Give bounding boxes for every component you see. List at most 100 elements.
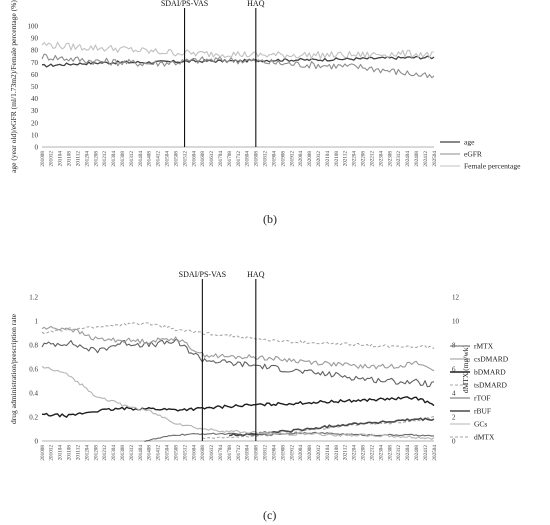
y-axis-label: age (year old)/eGFR (ml/1.73m2)/Female p… [9, 0, 18, 173]
x-tick-label: 201408 [147, 445, 153, 461]
y-tick-label: 0 [35, 144, 39, 152]
reference-line-label: SDAI/PS-VAS [179, 270, 226, 279]
series-line-csdmard [41, 325, 435, 372]
x-tick-label: 201308 [120, 151, 126, 167]
x-tick-label: 201704 [218, 445, 224, 461]
legend-entry: age [464, 138, 475, 147]
x-tick-label: 201204 [84, 151, 90, 167]
x-tick-label: 201708 [227, 445, 233, 461]
legend-entry: tsDMARD [474, 381, 508, 390]
x-tick-label: 201104 [58, 445, 64, 461]
x-tick-label: 201312 [129, 445, 135, 461]
x-tick-label: 201712 [236, 445, 242, 461]
y-tick-label: 100 [28, 23, 39, 31]
legend-entry: bDMARD [474, 368, 506, 377]
y-tick-label: 1.2 [29, 294, 38, 302]
series-line-rtof [144, 431, 435, 443]
x-tick-label: 201012 [49, 151, 55, 167]
x-tick-label: 201112 [75, 445, 81, 461]
x-tick-label: 201908 [280, 445, 286, 461]
x-tick-label: 201008 [40, 151, 46, 167]
x-tick-label: 201604 [191, 445, 197, 461]
x-tick-label: 201204 [84, 445, 90, 461]
x-tick-label: 202504 [432, 151, 438, 167]
x-tick-label: 201404 [138, 445, 144, 461]
x-tick-label: 202308 [387, 151, 393, 167]
x-tick-label: 202004 [298, 151, 304, 167]
x-tick-label: 201212 [102, 151, 108, 167]
x-tick-label: 202008 [307, 151, 313, 167]
series-line-egfr [41, 53, 435, 79]
x-tick-label: 201304 [111, 151, 117, 167]
x-tick-label: 201304 [111, 445, 117, 461]
x-tick-label: 201804 [245, 445, 251, 461]
y-tick-label: 10 [31, 131, 39, 139]
y-right-axis-label: dMTX (mg/wk) [461, 344, 470, 393]
legend-entry: rBUF [474, 407, 491, 416]
x-tick-label: 201412 [156, 151, 162, 167]
y-tick-label: 0.8 [29, 342, 38, 350]
x-tick-label: 201208 [93, 445, 99, 461]
y-tick-label: 30 [31, 107, 39, 115]
x-tick-label: 201412 [156, 445, 162, 461]
x-tick-label: 201212 [102, 445, 108, 461]
x-tick-label: 201812 [263, 445, 269, 461]
x-tick-label: 202208 [361, 151, 367, 167]
x-tick-label: 201604 [191, 151, 197, 167]
x-tick-label: 201312 [129, 151, 135, 167]
x-tick-label: 202408 [414, 445, 420, 461]
y-tick-label: 40 [31, 95, 39, 103]
x-tick-label: 202112 [343, 445, 349, 461]
y-right-tick-label: 12 [452, 294, 460, 302]
panel-label-b: (b) [263, 212, 277, 226]
series-line-rmtx [41, 339, 435, 388]
x-tick-label: 202108 [334, 151, 340, 167]
reference-line-label: HAQ [247, 270, 265, 279]
y-tick-label: 70 [31, 59, 39, 67]
x-tick-label: 202312 [396, 445, 402, 461]
x-tick-label: 201104 [58, 151, 64, 167]
x-tick-label: 201608 [200, 151, 206, 167]
x-tick-label: 201008 [40, 445, 46, 461]
x-tick-label: 201704 [218, 151, 224, 167]
x-tick-label: 202404 [405, 445, 411, 461]
y-right-tick-label: 10 [452, 318, 460, 326]
panel-label-c: (c) [263, 508, 277, 522]
y-right-tick-label: 0 [452, 438, 456, 446]
y-tick-label: 0.4 [29, 390, 38, 398]
x-tick-label: 201108 [67, 445, 73, 461]
legend-entry: Female percentage [464, 162, 521, 171]
x-tick-label: 202008 [307, 445, 313, 461]
y-right-tick-label: 6 [452, 366, 456, 374]
x-tick-label: 201308 [120, 445, 126, 461]
x-tick-label: 202412 [423, 445, 429, 461]
x-tick-label: 201908 [280, 151, 286, 167]
x-tick-label: 201508 [173, 151, 179, 167]
chart-panel-c: 00.20.40.60.811.202468101220100820101220… [9, 270, 509, 461]
x-tick-label: 202004 [298, 445, 304, 461]
legend-entry: dMTX [474, 433, 495, 442]
y-tick-label: 20 [31, 119, 39, 127]
x-tick-label: 201804 [245, 151, 251, 167]
x-tick-label: 201912 [289, 445, 295, 461]
x-tick-label: 201712 [236, 151, 242, 167]
x-tick-label: 202104 [325, 445, 331, 461]
x-tick-label: 202304 [378, 151, 384, 167]
x-tick-label: 202204 [352, 445, 358, 461]
x-tick-label: 201612 [209, 445, 215, 461]
x-tick-label: 201808 [254, 151, 260, 167]
x-tick-label: 202104 [325, 151, 331, 167]
x-tick-label: 201512 [182, 445, 188, 461]
series-line-dmtx [41, 322, 435, 350]
x-tick-label: 202108 [334, 445, 340, 461]
series-line-female-percentage [41, 41, 435, 60]
x-tick-label: 202312 [396, 151, 402, 167]
x-tick-label: 201904 [271, 445, 277, 461]
x-tick-label: 201904 [271, 151, 277, 167]
x-tick-label: 202308 [387, 445, 393, 461]
legend-entry: GCs [474, 420, 487, 429]
reference-line-label: SDAI/PS-VAS [161, 0, 208, 8]
x-tick-label: 202012 [316, 151, 322, 167]
y-tick-label: 80 [31, 47, 39, 55]
x-tick-label: 201808 [254, 445, 260, 461]
